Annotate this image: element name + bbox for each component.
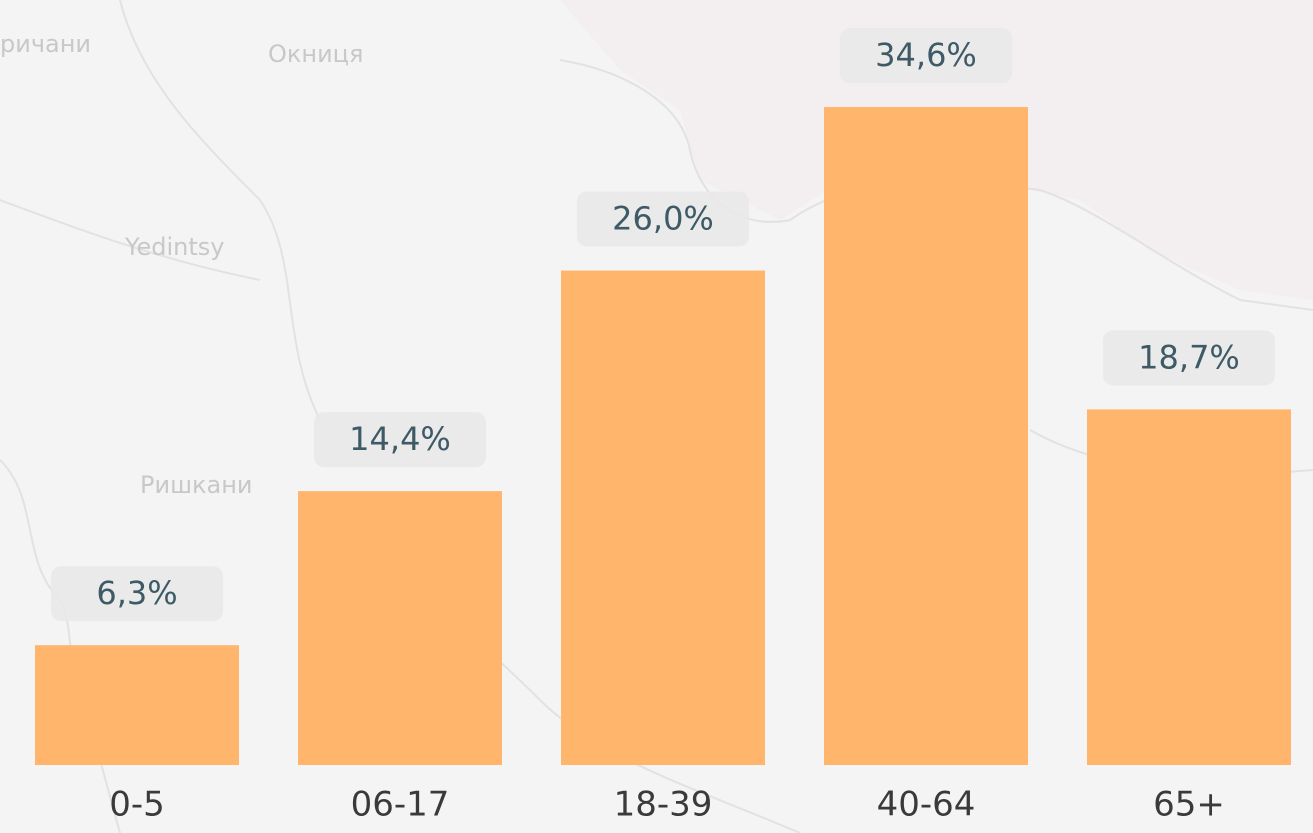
x-tick-label: 65+ — [1153, 785, 1225, 825]
value-label: 14,4% — [349, 420, 451, 458]
map-label: ричани — [0, 30, 91, 58]
x-tick-label: 18-39 — [614, 785, 713, 825]
value-label: 34,6% — [875, 36, 977, 74]
value-label: 6,3% — [96, 574, 177, 612]
bar — [561, 270, 765, 765]
value-label-box — [1103, 330, 1275, 386]
value-label-box — [314, 412, 486, 468]
bar — [1087, 409, 1291, 765]
value-label-box — [51, 566, 223, 622]
value-label: 26,0% — [612, 200, 714, 238]
x-tick-label: 40-64 — [877, 785, 976, 825]
map-label: Окниця — [268, 40, 363, 68]
x-tick-label: 06-17 — [351, 785, 450, 825]
map-label: Yedintsy — [124, 233, 224, 261]
bar — [298, 491, 502, 765]
value-label-box — [577, 191, 749, 247]
bar — [824, 107, 1028, 765]
x-tick-label: 0-5 — [109, 785, 165, 825]
value-label: 18,7% — [1138, 338, 1240, 376]
map-label: Ришкани — [140, 471, 253, 499]
bar — [35, 645, 239, 765]
value-label-box — [840, 28, 1012, 83]
